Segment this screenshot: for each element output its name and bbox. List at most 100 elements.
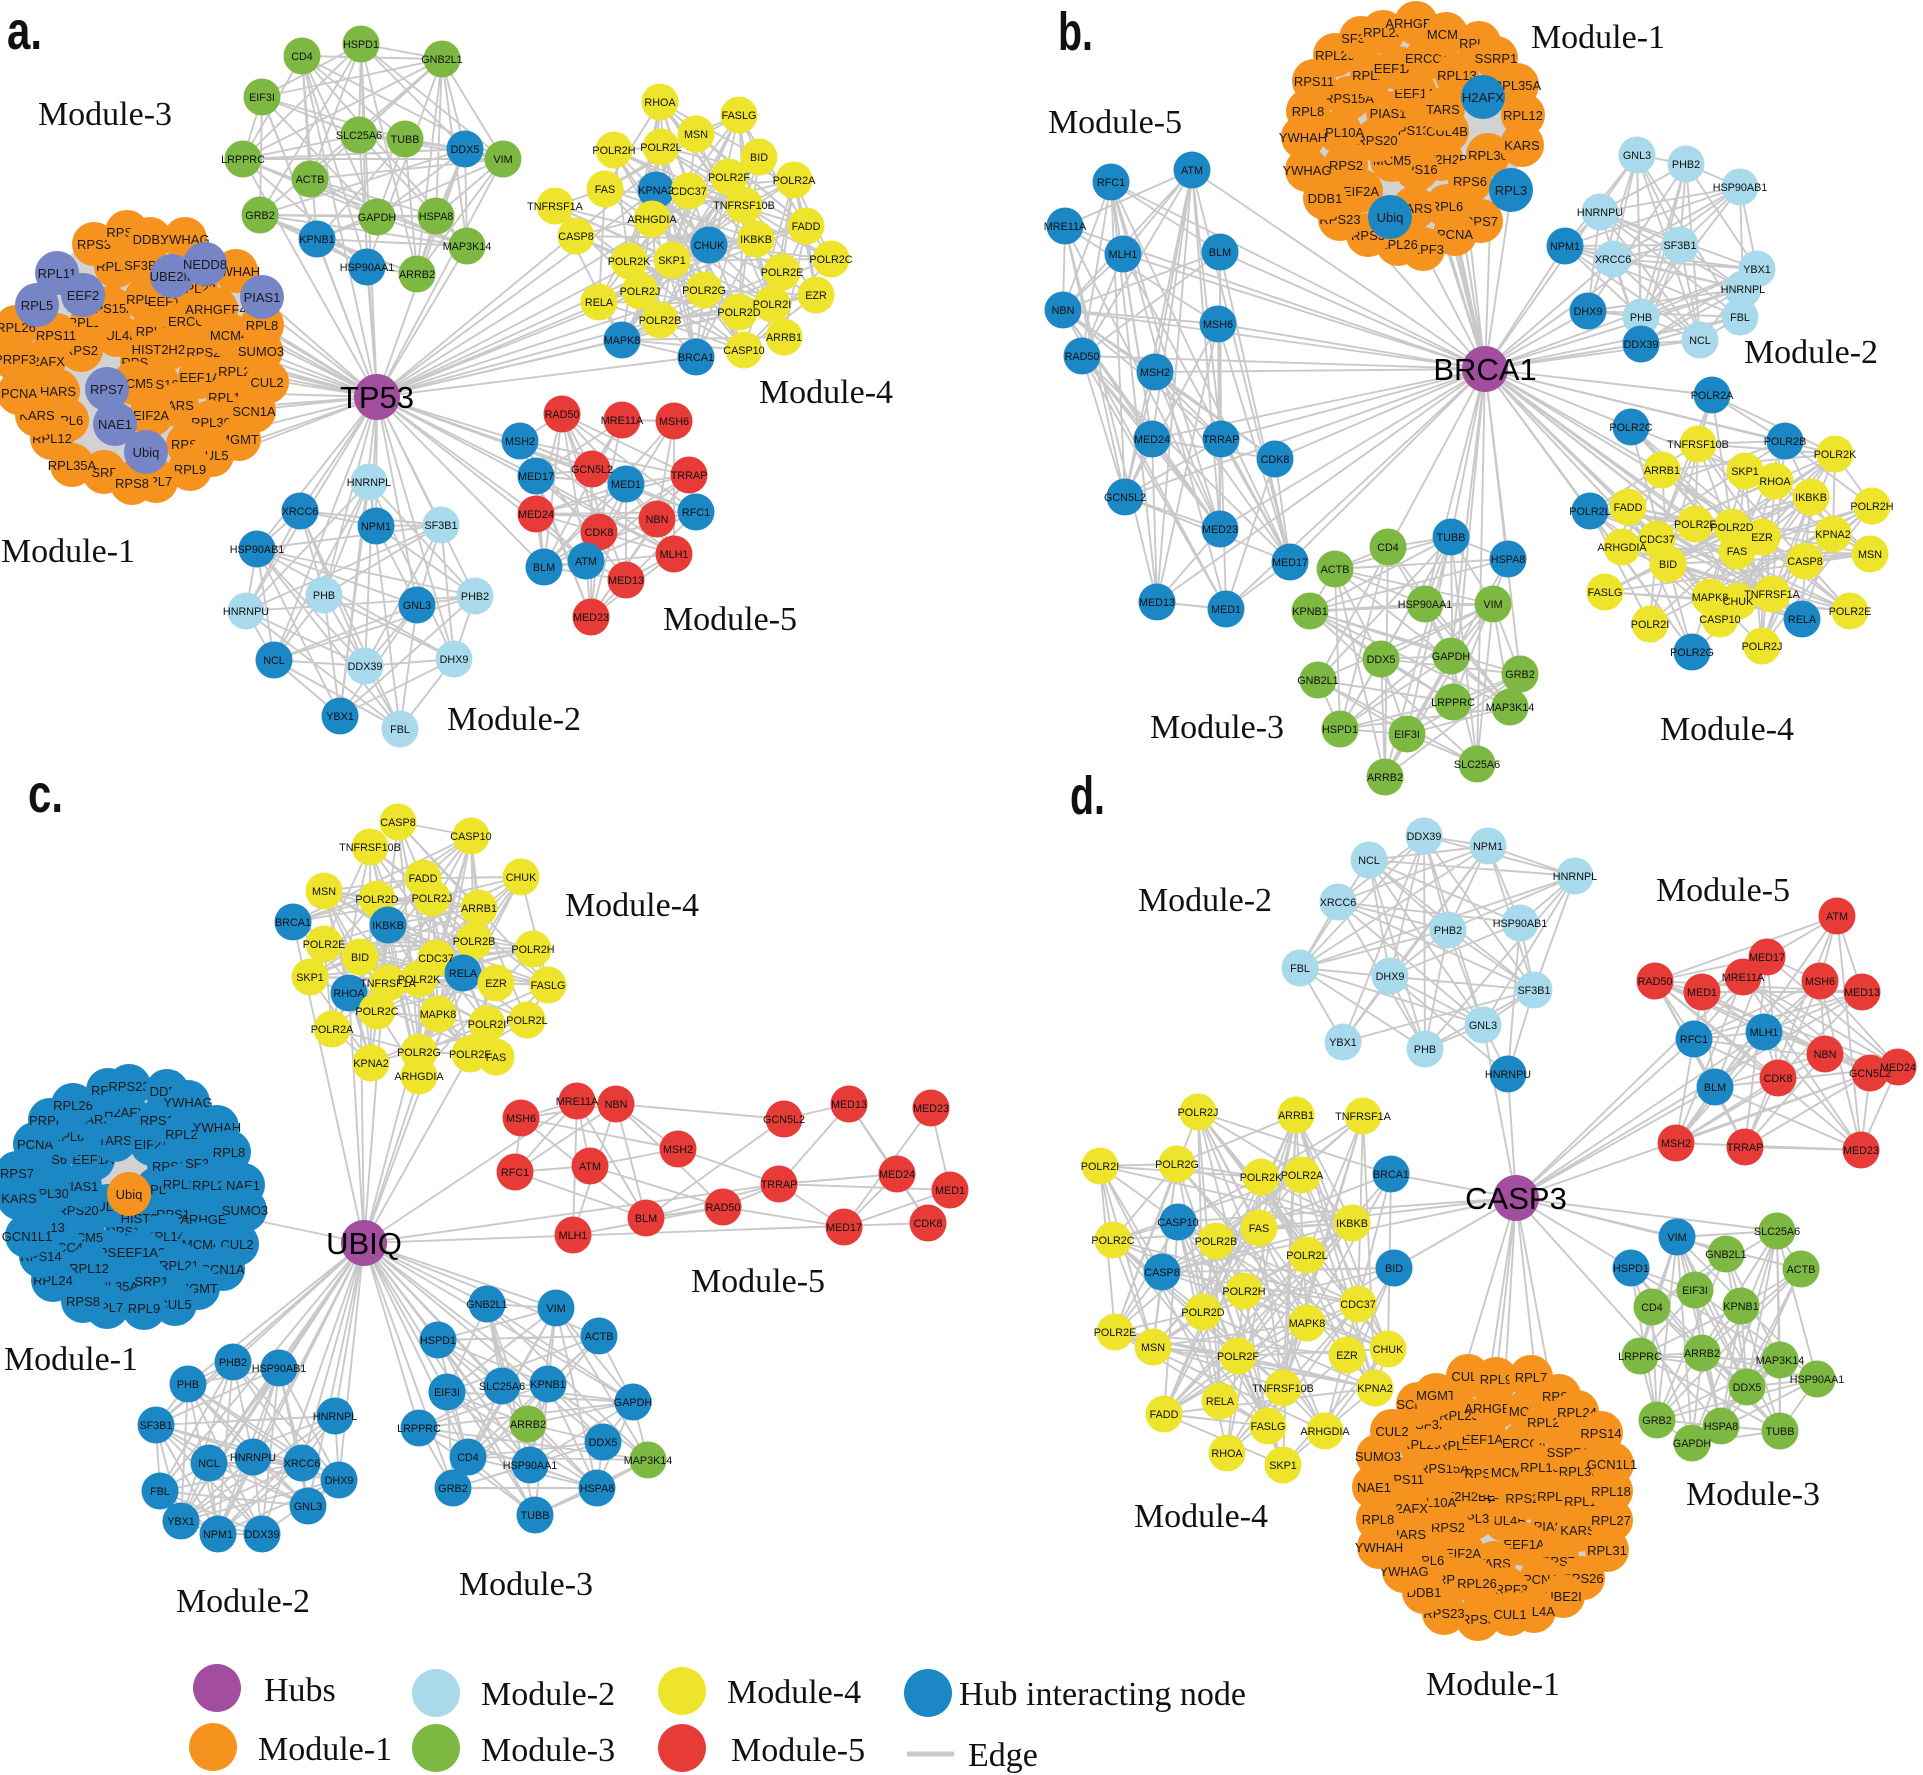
svg-text:DHX9: DHX9 [440,654,469,666]
svg-text:Module-2: Module-2 [176,1583,310,1620]
svg-text:TNFRSF1A: TNFRSF1A [1335,1111,1392,1123]
svg-text:VIM: VIM [1667,1232,1686,1244]
svg-text:SLC25A6: SLC25A6 [1454,759,1500,771]
svg-text:ARRB2: ARRB2 [399,269,435,281]
svg-text:HIST2H2BE: HIST2H2BE [132,342,203,357]
svg-text:RPS7: RPS7 [0,1166,34,1181]
svg-text:CDC37: CDC37 [1639,534,1674,546]
svg-text:Module-3: Module-3 [459,1566,593,1603]
svg-text:DDX39: DDX39 [1624,339,1659,351]
svg-text:UBE2I: UBE2I [1544,1589,1582,1604]
svg-text:GRB2: GRB2 [438,1483,467,1495]
svg-text:EIF2A: EIF2A [1343,184,1379,199]
svg-text:RPS20: RPS20 [1356,133,1397,148]
svg-text:KPNB1: KPNB1 [1292,606,1327,618]
svg-text:SF3B1: SF3B1 [139,1420,172,1432]
svg-text:BID: BID [750,152,768,164]
svg-text:RAD50: RAD50 [1065,351,1100,363]
svg-text:POLR2I: POLR2I [468,1019,506,1031]
svg-text:POLR2A: POLR2A [1691,390,1734,402]
svg-text:EIF3I: EIF3I [1394,729,1420,741]
svg-text:CASP8: CASP8 [380,817,415,829]
svg-text:ARRB2: ARRB2 [1684,1348,1720,1360]
svg-text:MRE11A: MRE11A [1722,972,1765,984]
svg-text:MAP3K14: MAP3K14 [1486,702,1535,714]
svg-text:HSPA8: HSPA8 [1704,1421,1739,1433]
svg-text:YWHAG: YWHAG [1282,163,1331,178]
svg-text:CUL1: CUL1 [1493,1607,1526,1622]
svg-text:CD4: CD4 [457,1452,479,1464]
svg-text:FAS: FAS [1727,546,1747,558]
svg-text:Module-1: Module-1 [1531,19,1665,56]
svg-text:Module-3: Module-3 [481,1732,615,1769]
svg-text:GNB2L1: GNB2L1 [421,54,462,66]
svg-text:ACTB: ACTB [585,1331,614,1343]
svg-text:IKBKB: IKBKB [1336,1218,1368,1230]
svg-text:RPS6: RPS6 [1453,174,1487,189]
svg-text:RPL8: RPL8 [213,1145,246,1160]
svg-text:PHB: PHB [313,590,335,602]
svg-text:Module-5: Module-5 [1656,872,1790,909]
svg-text:EEF1A2: EEF1A2 [1462,1432,1510,1447]
svg-text:CHUK: CHUK [506,872,537,884]
svg-text:H2AFX: H2AFX [1462,90,1504,105]
svg-text:RPS11: RPS11 [36,328,76,343]
svg-text:Module-3: Module-3 [38,96,172,133]
svg-text:RPL35A: RPL35A [48,458,97,473]
svg-text:XRCC6: XRCC6 [1595,254,1632,266]
svg-text:BRCA1: BRCA1 [678,352,714,364]
svg-text:MED17: MED17 [826,1222,862,1234]
svg-text:KARS: KARS [1504,138,1540,153]
svg-text:TNFRSF10B: TNFRSF10B [1667,439,1729,451]
svg-text:POLR2D: POLR2D [717,307,760,319]
svg-text:POLR2B: POLR2B [453,936,496,948]
svg-text:POLR2H: POLR2H [592,145,635,157]
svg-text:RPL26: RPL26 [1457,1576,1497,1591]
svg-text:Module-2: Module-2 [447,701,581,738]
svg-text:MAPK8: MAPK8 [1289,1318,1326,1330]
svg-text:CASP10: CASP10 [450,831,491,843]
svg-text:GRB2: GRB2 [1505,669,1534,681]
svg-text:POLR2C: POLR2C [1091,1235,1134,1247]
svg-text:EIF2A: EIF2A [133,408,169,423]
svg-text:KPNB1: KPNB1 [530,1379,565,1391]
svg-text:FASLG: FASLG [531,980,566,992]
svg-text:ARHGDIA: ARHGDIA [394,1071,444,1083]
svg-text:RPS8: RPS8 [115,476,149,491]
svg-text:POLR2G: POLR2G [682,285,726,297]
svg-text:MED17: MED17 [1749,952,1785,964]
svg-text:POLR2J: POLR2J [620,286,661,298]
svg-text:HSPD1: HSPD1 [1322,724,1358,736]
svg-text:SKP1: SKP1 [1269,1460,1297,1472]
svg-text:EZR: EZR [1751,532,1773,544]
svg-text:EEF2: EEF2 [67,288,100,303]
svg-text:RPS3: RPS3 [1461,1612,1495,1627]
svg-text:CASP10: CASP10 [1699,614,1740,626]
svg-text:FASLG: FASLG [1588,587,1623,599]
svg-text:BID: BID [1659,559,1677,571]
svg-text:MRE11A: MRE11A [601,415,644,427]
svg-text:LRPPRC: LRPPRC [221,154,265,166]
svg-text:ARHGDIA: ARHGDIA [627,214,677,226]
svg-text:CDK8: CDK8 [585,527,614,539]
svg-text:FAS: FAS [486,1052,506,1064]
svg-text:GRB2: GRB2 [1642,1415,1671,1427]
svg-text:FBL: FBL [1730,312,1750,324]
svg-text:KPNA2: KPNA2 [1815,529,1850,541]
svg-text:VIM: VIM [493,154,512,166]
svg-text:MAPK8: MAPK8 [1692,592,1729,604]
svg-text:RPL23: RPL23 [1363,25,1403,40]
svg-text:EIF3I: EIF3I [434,1387,460,1399]
svg-text:CHUK: CHUK [1373,1344,1404,1356]
svg-text:CASP8: CASP8 [1787,556,1822,568]
svg-text:MED24: MED24 [879,1169,915,1181]
svg-text:HSP90AB1: HSP90AB1 [1493,918,1548,930]
svg-text:KPNA2: KPNA2 [353,1058,388,1070]
svg-text:SF3B1: SF3B1 [424,520,457,532]
svg-text:MED13: MED13 [608,575,644,587]
svg-text:DDX39: DDX39 [348,661,383,673]
svg-text:POLR2D: POLR2D [1181,1307,1224,1319]
svg-text:HNRNPL: HNRNPL [1553,871,1597,883]
svg-text:IKBKB: IKBKB [1795,492,1827,504]
svg-text:CDC37: CDC37 [671,186,706,198]
